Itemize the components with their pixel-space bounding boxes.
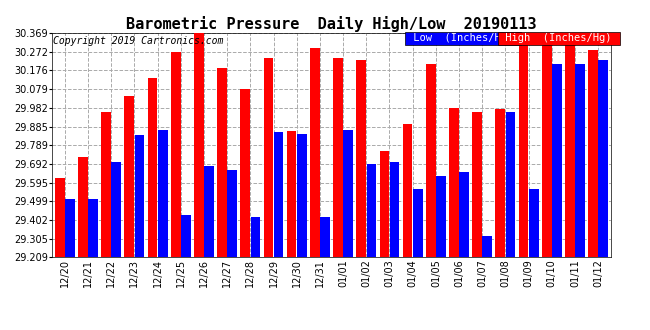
Text: High  (Inches/Hg): High (Inches/Hg)	[499, 33, 618, 44]
Bar	[506, 112, 515, 330]
Bar	[287, 131, 296, 330]
Bar	[495, 109, 505, 330]
Bar	[460, 172, 469, 330]
Bar	[426, 64, 436, 330]
Bar	[436, 176, 446, 330]
Bar	[65, 199, 75, 330]
Bar	[552, 64, 562, 330]
Bar	[333, 58, 343, 330]
Bar	[194, 33, 203, 330]
Bar	[250, 216, 260, 330]
Bar	[297, 134, 307, 330]
Bar	[78, 157, 88, 330]
Bar	[588, 50, 598, 330]
Bar	[413, 189, 422, 330]
Bar	[473, 112, 482, 330]
Bar	[356, 60, 366, 330]
Bar	[565, 44, 575, 330]
Bar	[55, 178, 64, 330]
Bar	[158, 130, 168, 330]
Bar	[217, 68, 227, 330]
Bar	[343, 130, 353, 330]
Bar	[227, 170, 237, 330]
Bar	[101, 112, 111, 330]
Bar	[449, 108, 459, 330]
Bar	[148, 78, 157, 330]
Bar	[88, 199, 98, 330]
Bar	[529, 189, 539, 330]
Bar	[575, 64, 585, 330]
Bar	[482, 236, 492, 330]
Bar	[171, 52, 181, 330]
Title: Barometric Pressure  Daily High/Low  20190113: Barometric Pressure Daily High/Low 20190…	[126, 16, 537, 32]
Bar	[181, 214, 190, 330]
Bar	[135, 135, 144, 330]
Bar	[542, 32, 552, 330]
Bar	[380, 151, 389, 330]
Bar	[390, 162, 400, 330]
Bar	[320, 216, 330, 330]
Bar	[274, 132, 283, 330]
Bar	[240, 89, 250, 330]
Text: Copyright 2019 Cartronics.com: Copyright 2019 Cartronics.com	[53, 36, 224, 47]
Bar	[403, 124, 413, 330]
Bar	[111, 162, 121, 330]
Bar	[124, 96, 134, 330]
Bar	[519, 43, 528, 330]
Bar	[310, 48, 320, 330]
Bar	[263, 58, 273, 330]
Bar	[204, 166, 214, 330]
Text: Low  (Inches/Hg): Low (Inches/Hg)	[407, 33, 519, 44]
Bar	[599, 60, 608, 330]
Bar	[367, 164, 376, 330]
